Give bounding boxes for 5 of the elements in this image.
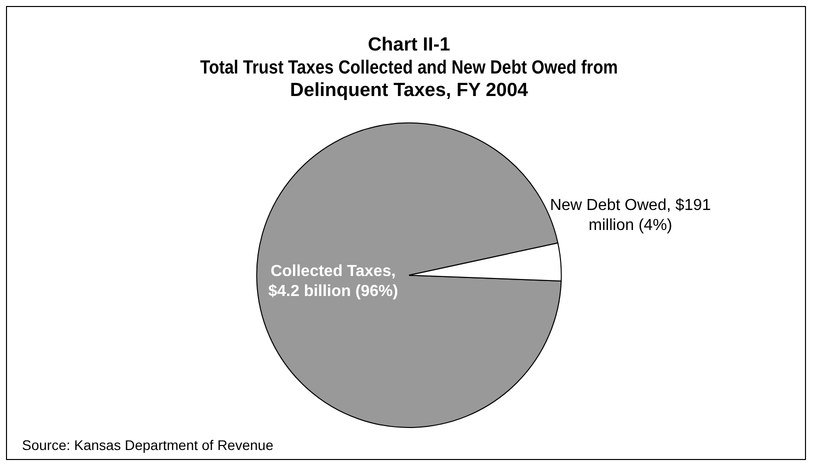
slice-label: New Debt Owed, $191 million (4%)	[550, 197, 712, 234]
slice-label: Collected Taxes, $4.2 billion (96%)	[268, 263, 398, 300]
chart-title: Chart II-1	[368, 34, 451, 56]
chart-subtitle: Total Trust Taxes Collected and New Debt Owed from Delinquent Taxes, FY 2004	[200, 56, 618, 102]
source-note: Source: Kansas Department of Revenue	[22, 437, 274, 453]
